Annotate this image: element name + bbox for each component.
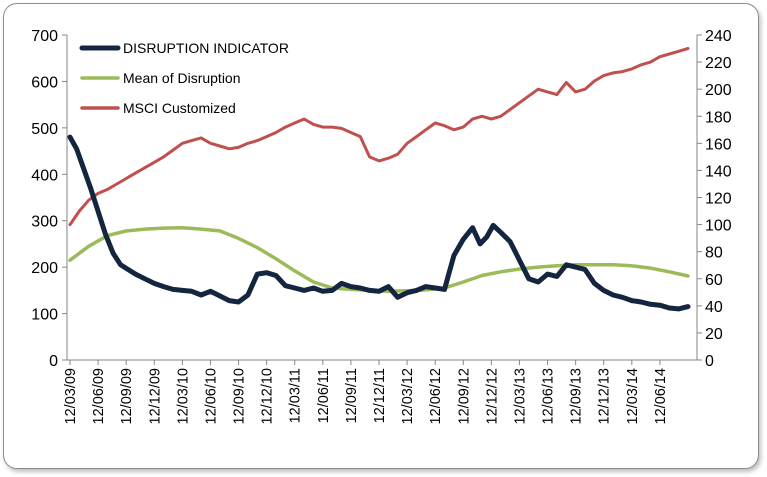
left-y-tick-label: 700: [31, 28, 58, 45]
x-tick-label: 12/09/11: [344, 368, 360, 423]
x-tick-label: 12/06/13: [541, 368, 557, 424]
x-tick-label: 12/03/09: [63, 368, 79, 424]
x-tick-label: 12/09/10: [232, 368, 248, 424]
x-tick-label: 12/03/10: [175, 368, 191, 424]
right-y-tick-label: 200: [705, 82, 732, 99]
x-tick-label: 12/03/14: [625, 368, 641, 424]
x-tick-label: 12/06/12: [428, 368, 444, 424]
legend-label-disruption-indicator: DISRUPTION INDICATOR: [123, 40, 289, 56]
left-y-tick-label: 400: [31, 167, 58, 184]
x-tick-label: 12/03/13: [512, 368, 528, 424]
right-y-tick-label: 240: [705, 28, 732, 45]
left-y-tick-label: 0: [49, 353, 58, 370]
left-y-tick-label: 100: [31, 307, 58, 324]
left-y-tick-label: 300: [31, 214, 58, 231]
legend-label-msci-customized: MSCI Customized: [123, 100, 236, 116]
right-y-tick-label: 40: [705, 299, 723, 316]
right-y-tick-label: 160: [705, 136, 732, 153]
left-y-tick-label: 200: [31, 260, 58, 277]
x-tick-label: 12/12/11: [372, 368, 388, 423]
x-tick-label: 12/09/09: [119, 368, 135, 424]
chart-frame: [3, 3, 759, 469]
x-tick-label: 12/12/09: [147, 368, 163, 424]
x-tick-label: 12/12/10: [260, 368, 276, 424]
right-y-tick-label: 220: [705, 55, 732, 72]
right-y-tick-label: 60: [705, 272, 723, 289]
x-tick-label: 12/09/12: [456, 368, 472, 424]
right-y-tick-label: 0: [705, 353, 714, 370]
legend: DISRUPTION INDICATOR Mean of Disruption MS…: [79, 40, 289, 116]
right-y-tick-label: 120: [705, 191, 732, 208]
right-y-tick-label: 140: [705, 163, 732, 180]
x-tick-label: 12/12/12: [484, 368, 500, 424]
x-tick-label: 12/06/11: [316, 368, 332, 423]
left-y-tick-label: 600: [31, 74, 58, 91]
series-line-disruption-indicator: [67, 134, 691, 312]
x-tick-label: 12/06/10: [203, 368, 219, 424]
x-tick-label: 12/03/12: [400, 368, 416, 424]
left-y-ticks: 0 100 200 300 400 500 600 700: [31, 28, 67, 370]
right-y-tick-label: 20: [705, 326, 723, 343]
x-tick-label: 12/06/09: [91, 368, 107, 424]
right-y-ticks: 0 20 40 60 80 100 120 140 160 180 200 220 240: [697, 28, 732, 370]
x-tick-label: 12/06/14: [653, 368, 669, 424]
x-tick-label: 12/09/13: [569, 368, 585, 424]
x-ticks: 12/03/09 12/06/09 12/09/09 12/12/09 12/03/10…: [63, 360, 669, 424]
x-tick-label: 12/03/11: [288, 368, 304, 423]
legend-label-mean-of-disruption: Mean of Disruption: [123, 70, 241, 86]
series-line-msci-customized: [68, 47, 690, 227]
right-y-tick-label: 100: [705, 218, 732, 235]
right-y-tick-label: 80: [705, 245, 723, 262]
right-y-tick-label: 180: [705, 109, 732, 126]
x-tick-label: 12/12/13: [597, 368, 613, 424]
left-y-tick-label: 500: [31, 121, 58, 138]
series-lines: [67, 47, 691, 312]
